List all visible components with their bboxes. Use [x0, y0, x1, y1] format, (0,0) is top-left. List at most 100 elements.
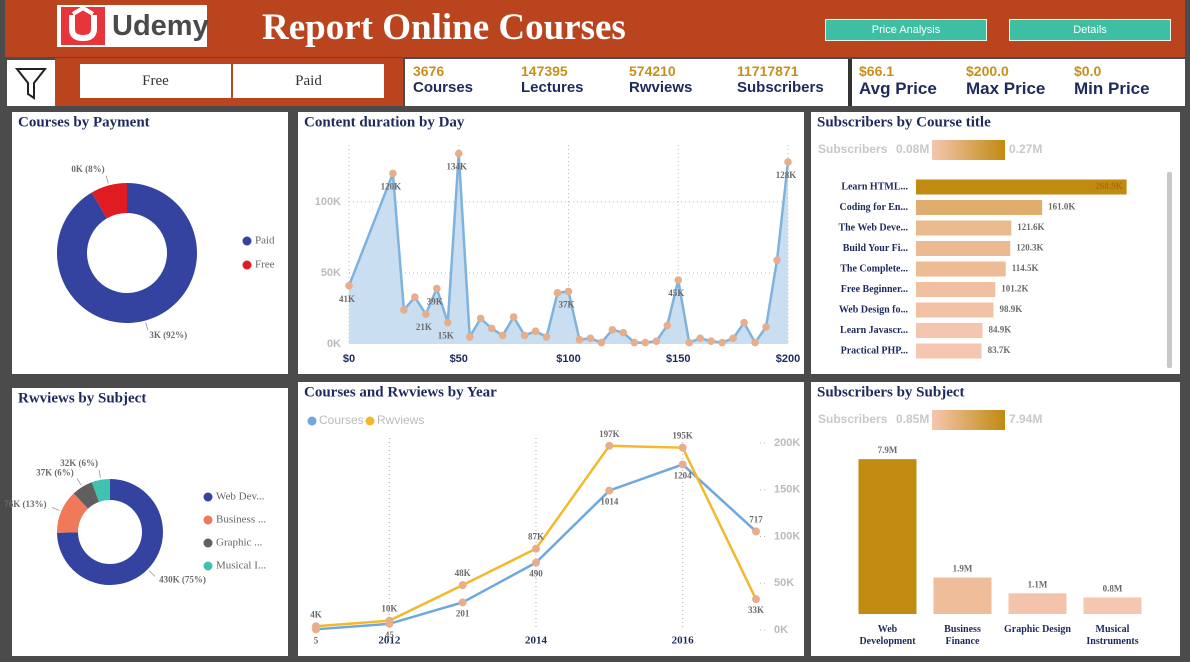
bar [1083, 597, 1142, 614]
data-label: 1014 [600, 497, 619, 507]
line [347, 153, 790, 345]
filter-icon[interactable] [7, 60, 55, 106]
bar [858, 459, 917, 614]
y2-tick-label: 100K [774, 530, 800, 542]
line [315, 444, 758, 628]
y-tick-label: 0K [327, 338, 341, 350]
marker [422, 310, 430, 318]
panel [811, 112, 1180, 374]
kpi-value: $0.0 [1074, 63, 1102, 79]
panel [298, 112, 804, 374]
data-label: 76K (13%) [4, 499, 46, 509]
data-label: 0K (8%) [71, 164, 104, 174]
y-tick-label: The Web Deve... [838, 222, 908, 233]
bar [916, 220, 1012, 236]
y-tick-label: Learn Javascr... [840, 325, 908, 336]
data-label: 268.9K [1095, 181, 1122, 191]
legend-marker [203, 515, 213, 525]
data-label: 15K [438, 331, 454, 341]
x-tick-label: $200 [776, 353, 800, 365]
data-label: 430K (75%) [159, 575, 206, 585]
bar [916, 282, 996, 297]
data-label: 120.3K [1016, 243, 1043, 253]
marker [454, 149, 463, 158]
y-tick-label: Build Your Fi... [843, 243, 909, 254]
marker [553, 289, 562, 297]
kpi-label: Subscribers [737, 79, 824, 96]
slicer-option[interactable]: Free [80, 64, 231, 98]
kpi-card [405, 59, 848, 106]
y-tick-label: Web Design fo... [839, 304, 909, 315]
legend-marker [242, 260, 252, 270]
leader-line [98, 469, 101, 478]
marker [476, 314, 485, 323]
marker [411, 293, 419, 301]
x-tick-label: $0 [343, 353, 355, 365]
marker [312, 622, 320, 631]
marker [762, 323, 770, 331]
legend-label: Rwviews [377, 413, 424, 427]
data-label: 128K [776, 170, 797, 180]
marker [509, 313, 518, 321]
kpi-value: 11717871 [737, 63, 799, 79]
marker [652, 337, 661, 345]
legend-title: Subscribers [818, 142, 888, 156]
marker [385, 616, 394, 625]
y2-tick-label: 0K [774, 624, 788, 636]
marker [575, 335, 584, 344]
divider [848, 59, 852, 106]
data-label: 121.6K [1017, 222, 1044, 232]
marker [458, 581, 467, 590]
data-label: 83.7K [988, 345, 1011, 355]
kpi-value: 574210 [629, 63, 676, 79]
bar [916, 179, 1127, 195]
x-tick-label: Web Development [859, 624, 916, 647]
data-label: 490 [529, 569, 543, 579]
legend-min: 0.08M [896, 142, 929, 156]
legend-max: 0.27M [1009, 142, 1042, 156]
x-tick-label: 2016 [672, 635, 695, 647]
slicer-option[interactable]: Paid [233, 64, 384, 98]
chart-title: Courses by Payment [18, 114, 150, 130]
bar [916, 343, 982, 359]
data-label: 21K [416, 322, 432, 332]
y-tick-label: Practical PHP... [841, 345, 909, 356]
data-label: 48K [455, 568, 471, 578]
data-label: 717 [749, 514, 763, 524]
marker [641, 338, 650, 347]
marker [630, 338, 639, 347]
x-tick-label: 2014 [525, 635, 548, 647]
legend-marker [203, 492, 213, 502]
marker [740, 318, 748, 327]
marker [385, 619, 394, 628]
data-label: 41K [339, 294, 355, 304]
bar [916, 241, 1011, 256]
donut-slice [91, 479, 110, 502]
marker [586, 334, 595, 343]
y-tick-label: 100K [315, 196, 341, 208]
marker [531, 327, 540, 336]
legend-marker [242, 236, 252, 246]
kpi-label: Rwviews [629, 79, 693, 96]
nav-button[interactable]: Price Analysis [825, 19, 987, 41]
data-label: 1204 [674, 471, 693, 481]
chart-title: Content duration by Day [304, 114, 465, 130]
bar [916, 302, 994, 318]
x-tick-label: Musical Instruments [1086, 624, 1139, 647]
marker [608, 325, 617, 334]
legend-label: Business ... [216, 514, 266, 526]
marker [605, 441, 614, 450]
legend-title: Subscribers [818, 412, 888, 426]
marker [465, 333, 474, 341]
donut-slice [73, 482, 100, 509]
area [349, 153, 788, 344]
nav-button[interactable]: Details [1009, 19, 1171, 41]
marker [597, 338, 606, 347]
data-label: 45K [668, 288, 684, 298]
marker [345, 281, 353, 290]
legend-min: 0.85M [896, 412, 929, 426]
scrollbar [1167, 172, 1172, 368]
marker [784, 158, 792, 166]
legend-marker [307, 416, 317, 426]
legend-label: Courses [319, 413, 364, 427]
